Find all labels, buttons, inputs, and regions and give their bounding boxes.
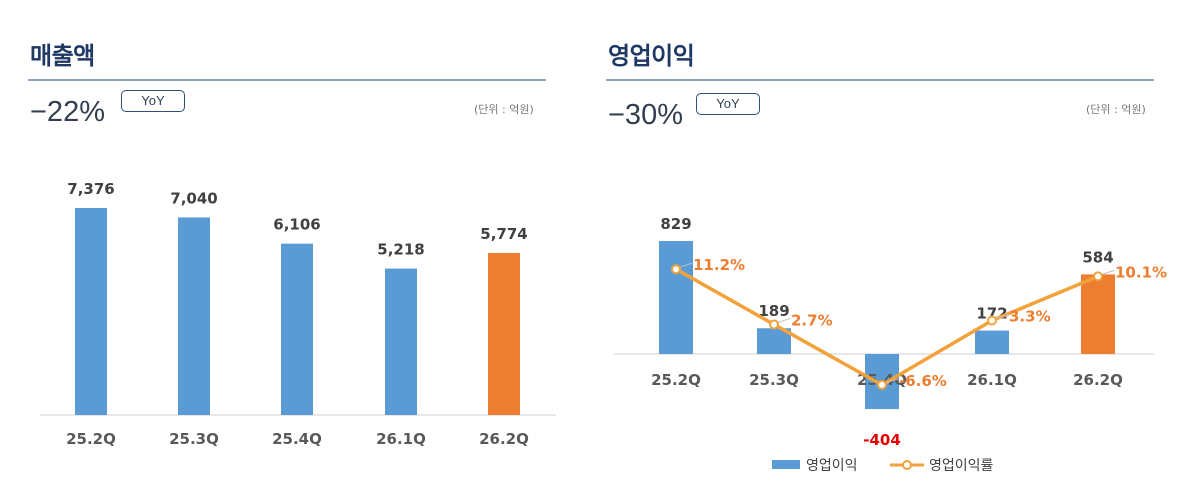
operating-profit-bar-0 [659,241,693,354]
legend-bar-label: 영업이익 [806,458,858,474]
operating-profit-unit-note: (단위 : 억원) [1086,103,1146,116]
revenue-bar-0 [75,208,107,415]
operating-margin-point-3 [987,315,997,326]
operating-margin-label-4: 10.1% [1115,263,1167,281]
operating-profit-panel: 영업이익 −30% YoY (단위 : 억원) 25.2Q25.3Q25.4Q2… [590,0,1200,502]
operating-margin-point-1 [769,319,779,330]
revenue-title-rule [28,79,546,81]
operating-margin-point-2 [877,379,887,390]
operating-margin-leader-0 [679,262,693,268]
revenue-category-label-1: 25.3Q [169,430,219,448]
revenue-yoy-badge: YoY [121,90,185,112]
operating-margin-leader-1 [777,317,791,323]
revenue-value-label-4: 5,774 [480,225,527,243]
revenue-bar-3 [385,268,417,415]
legend-bar-swatch [772,460,800,469]
revenue-unit-note: (단위 : 억원) [474,103,534,116]
operating-margin-point-4 [1093,271,1103,282]
legend-line-marker [902,460,912,470]
revenue-value-label-2: 6,106 [273,216,320,234]
operating-profit-value-label-0: 829 [660,215,691,233]
operating-margin-label-3: 3.3% [1009,308,1051,326]
revenue-panel: 매출액 −22% YoY (단위 : 억원) 7,376 25.2Q 7,040 25… [0,0,580,502]
operating-profit-yoy-value: −30% [608,99,683,131]
legend-line-label: 영업이익률 [929,458,994,474]
operating-margin-label-2: -6.6% [899,372,947,390]
operating-profit-title-rule [606,79,1154,81]
operating-profit-chart: 25.2Q25.3Q25.4Q26.1Q26.2Q829189-40417258… [614,215,1167,474]
revenue-category-label-3: 26.1Q [376,430,426,448]
revenue-yoy-value: −22% [30,96,105,128]
operating-margin-label-1: 2.7% [791,311,833,329]
operating-profit-yoy-badge: YoY [696,93,760,115]
operating-profit-category-label-0: 25.2Q [651,371,701,389]
operating-profit-category-label-1: 25.3Q [749,371,799,389]
revenue-category-label-2: 25.4Q [272,430,322,448]
operating-margin-leader-3 [995,314,1009,320]
revenue-category-label-0: 25.2Q [66,430,116,448]
operating-profit-value-label-1: 189 [758,302,789,320]
operating-profit-value-label-4: 584 [1082,248,1113,266]
operating-margin-point-0 [671,264,681,275]
operating-profit-title: 영업이익 [608,42,695,70]
revenue-bar-2 [281,243,313,415]
operating-profit-bar-3 [975,330,1009,354]
revenue-bar-4 [488,252,520,415]
revenue-value-label-1: 7,040 [170,189,217,207]
operating-profit-value-label-2: -404 [863,431,901,449]
revenue-bar-1 [178,217,210,415]
operating-profit-bar-4 [1081,274,1115,354]
operating-margin-leader-2 [885,378,899,384]
operating-margin-leader-4 [1101,269,1115,275]
revenue-category-label-4: 26.2Q [479,430,529,448]
revenue-title: 매출액 [30,42,95,70]
revenue-chart: 7,376 25.2Q 7,040 25.3Q 6,106 25.4Q 5,218 26.1Q… [40,180,556,448]
revenue-value-label-3: 5,218 [377,241,424,259]
operating-profit-category-label-4: 26.2Q [1073,371,1123,389]
operating-margin-label-0: 11.2% [693,256,745,274]
operating-profit-category-label-3: 26.1Q [967,371,1017,389]
revenue-value-label-0: 7,376 [67,180,114,198]
